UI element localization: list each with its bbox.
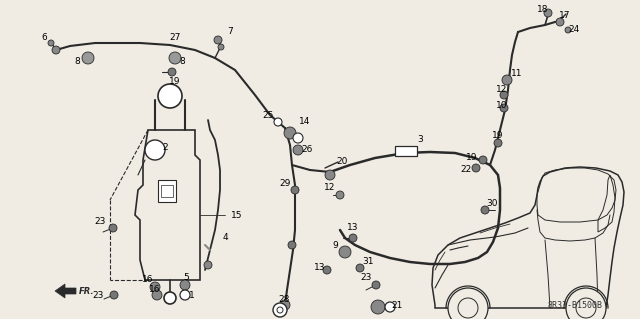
Circle shape: [472, 164, 480, 172]
Circle shape: [284, 127, 296, 139]
Text: 31: 31: [362, 257, 374, 266]
Text: FR.: FR.: [79, 286, 95, 295]
Bar: [158, 180, 176, 202]
Text: 15: 15: [231, 211, 243, 219]
Circle shape: [448, 288, 488, 319]
Circle shape: [214, 36, 222, 44]
Circle shape: [164, 292, 176, 304]
Text: 23: 23: [94, 218, 106, 226]
Polygon shape: [55, 284, 76, 298]
Text: 16: 16: [142, 276, 154, 285]
Circle shape: [325, 170, 335, 180]
Circle shape: [152, 290, 162, 300]
Circle shape: [288, 241, 296, 249]
Text: 8: 8: [74, 57, 80, 66]
Text: 8: 8: [179, 57, 185, 66]
Circle shape: [565, 27, 571, 33]
Text: 14: 14: [300, 117, 310, 127]
Circle shape: [291, 186, 299, 194]
Text: 20: 20: [336, 158, 348, 167]
Circle shape: [293, 145, 303, 155]
Circle shape: [479, 156, 487, 164]
Text: 25: 25: [262, 110, 274, 120]
Circle shape: [180, 290, 190, 300]
Circle shape: [52, 46, 60, 54]
Text: 26: 26: [301, 145, 313, 154]
Text: 19: 19: [492, 131, 504, 140]
Circle shape: [180, 280, 190, 290]
Circle shape: [150, 282, 160, 292]
Text: 1: 1: [189, 291, 195, 300]
Circle shape: [544, 9, 552, 17]
Text: 22: 22: [460, 166, 472, 174]
Circle shape: [293, 133, 303, 143]
Text: 11: 11: [511, 69, 523, 78]
Circle shape: [500, 91, 508, 99]
Text: 16: 16: [149, 286, 161, 294]
Circle shape: [356, 264, 364, 272]
Text: 7: 7: [227, 27, 233, 36]
Circle shape: [458, 298, 478, 318]
Circle shape: [109, 224, 117, 232]
Text: 28: 28: [278, 295, 290, 305]
Text: 19: 19: [169, 78, 180, 86]
Circle shape: [218, 44, 224, 50]
Circle shape: [323, 266, 331, 274]
Circle shape: [280, 300, 290, 310]
Text: 2: 2: [162, 144, 168, 152]
Circle shape: [204, 261, 212, 269]
Text: 8R33-B1500B: 8R33-B1500B: [547, 300, 602, 309]
Circle shape: [145, 140, 165, 160]
Text: 30: 30: [486, 198, 498, 207]
Circle shape: [481, 206, 489, 214]
Bar: [395, 146, 417, 156]
Text: 17: 17: [559, 11, 571, 19]
Circle shape: [566, 288, 606, 319]
Text: 18: 18: [537, 5, 548, 14]
Text: 6: 6: [41, 33, 47, 41]
Text: 10: 10: [496, 100, 508, 109]
Circle shape: [274, 118, 282, 126]
Circle shape: [110, 291, 118, 299]
Text: 13: 13: [348, 224, 359, 233]
Text: 4: 4: [222, 234, 228, 242]
Circle shape: [494, 139, 502, 147]
Text: 23: 23: [360, 273, 372, 283]
Text: 29: 29: [279, 179, 291, 188]
Circle shape: [576, 298, 596, 318]
Text: 27: 27: [170, 33, 180, 41]
Text: 24: 24: [568, 26, 580, 34]
Text: 3: 3: [417, 136, 423, 145]
Circle shape: [502, 75, 512, 85]
Circle shape: [371, 300, 385, 314]
Text: 13: 13: [314, 263, 326, 272]
Circle shape: [277, 307, 283, 313]
Circle shape: [385, 302, 395, 312]
Circle shape: [273, 303, 287, 317]
Circle shape: [556, 18, 564, 26]
Circle shape: [339, 246, 351, 258]
Text: 21: 21: [391, 300, 403, 309]
Circle shape: [82, 52, 94, 64]
Circle shape: [158, 84, 182, 108]
Text: 12: 12: [324, 183, 336, 192]
Text: 19: 19: [467, 153, 477, 162]
Circle shape: [169, 52, 181, 64]
Text: 12: 12: [496, 85, 508, 94]
Text: 9: 9: [332, 241, 338, 249]
Circle shape: [500, 104, 508, 112]
Circle shape: [168, 68, 176, 76]
Text: 5: 5: [183, 272, 189, 281]
Text: 23: 23: [92, 291, 104, 300]
Circle shape: [48, 40, 54, 46]
Circle shape: [372, 281, 380, 289]
Circle shape: [336, 191, 344, 199]
Bar: [161, 185, 173, 197]
Circle shape: [349, 234, 357, 242]
